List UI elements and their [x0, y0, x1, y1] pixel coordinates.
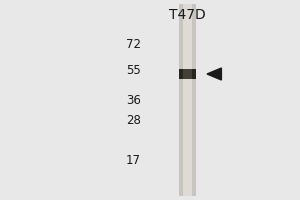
Text: T47D: T47D: [169, 8, 206, 22]
Bar: [179, 69, 196, 79]
Bar: [183, 4, 192, 196]
Text: 55: 55: [126, 64, 141, 77]
Text: 72: 72: [126, 38, 141, 50]
Bar: [183, 69, 192, 79]
Text: 28: 28: [126, 114, 141, 127]
Bar: [179, 4, 196, 196]
Polygon shape: [207, 68, 221, 80]
Text: 36: 36: [126, 94, 141, 106]
Text: 17: 17: [126, 154, 141, 166]
